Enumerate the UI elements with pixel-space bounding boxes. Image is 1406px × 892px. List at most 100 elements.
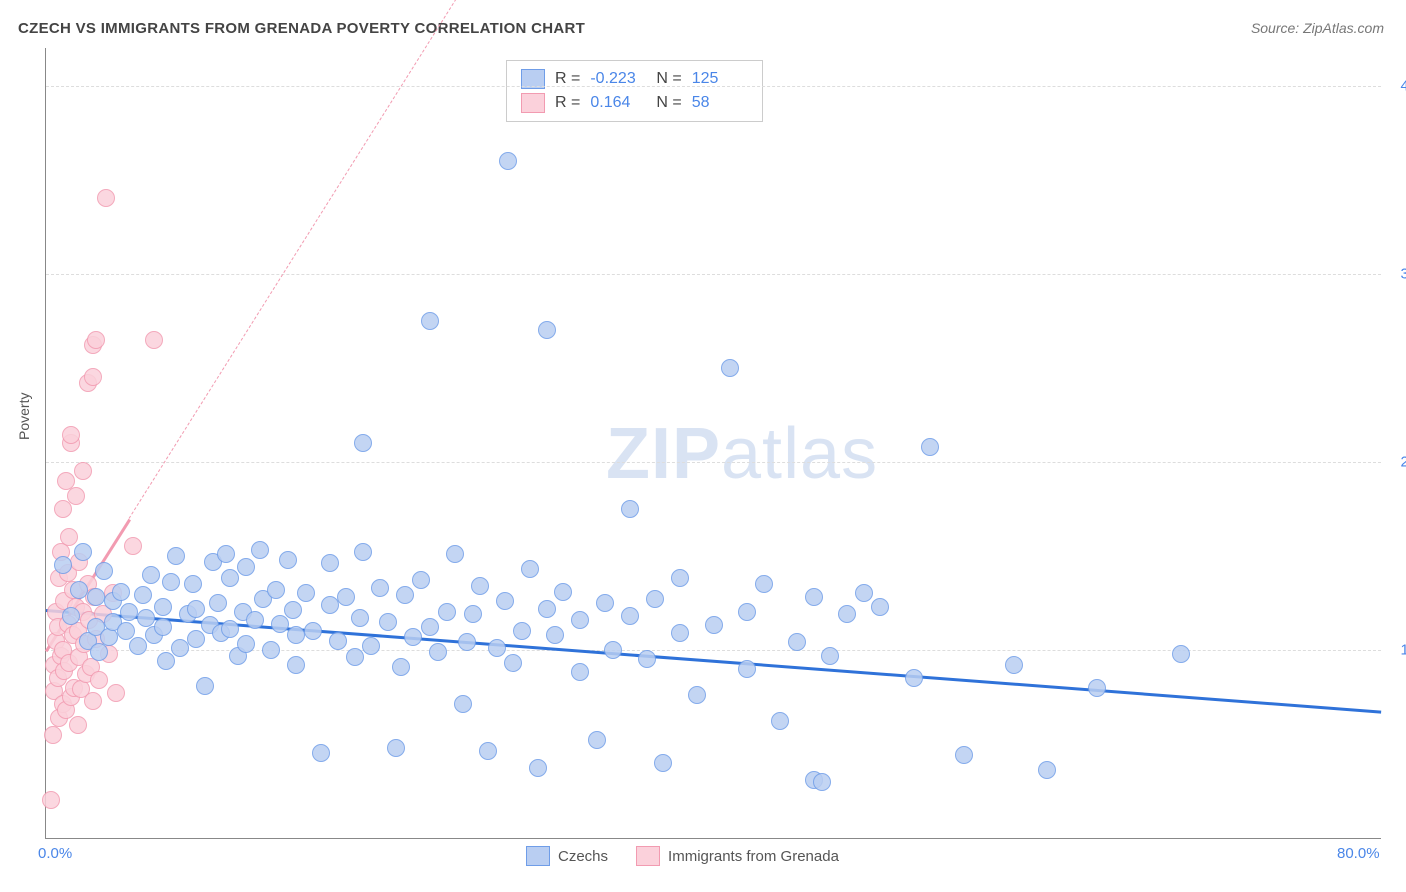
data-point bbox=[221, 569, 239, 587]
data-point bbox=[90, 643, 108, 661]
data-point bbox=[429, 643, 447, 661]
data-point bbox=[654, 754, 672, 772]
data-point bbox=[621, 607, 639, 625]
data-point bbox=[621, 500, 639, 518]
data-point bbox=[107, 684, 125, 702]
data-point bbox=[412, 571, 430, 589]
data-point bbox=[154, 618, 172, 636]
data-point bbox=[62, 607, 80, 625]
x-tick-label: 80.0% bbox=[1337, 845, 1380, 862]
data-point bbox=[479, 742, 497, 760]
data-point bbox=[496, 592, 514, 610]
stat-n-value: 58 bbox=[692, 94, 748, 112]
data-point bbox=[221, 620, 239, 638]
legend-label: Immigrants from Grenada bbox=[668, 848, 839, 865]
data-point bbox=[871, 598, 889, 616]
data-point bbox=[304, 622, 322, 640]
stat-r-label: R = bbox=[555, 94, 580, 112]
data-point bbox=[321, 596, 339, 614]
data-point bbox=[771, 712, 789, 730]
data-point bbox=[84, 368, 102, 386]
data-point bbox=[67, 487, 85, 505]
data-point bbox=[721, 359, 739, 377]
legend-label: Czechs bbox=[558, 848, 608, 865]
y-tick-label: 30.0% bbox=[1400, 265, 1406, 282]
legend-swatch bbox=[526, 846, 550, 866]
data-point bbox=[646, 590, 664, 608]
data-point bbox=[454, 695, 472, 713]
data-point bbox=[379, 613, 397, 631]
data-point bbox=[251, 541, 269, 559]
data-point bbox=[262, 641, 280, 659]
data-point bbox=[142, 566, 160, 584]
data-point bbox=[387, 739, 405, 757]
data-point bbox=[237, 558, 255, 576]
data-point bbox=[134, 586, 152, 604]
data-point bbox=[538, 600, 556, 618]
data-point bbox=[1172, 645, 1190, 663]
data-point bbox=[54, 500, 72, 518]
data-point bbox=[354, 543, 372, 561]
data-point bbox=[351, 609, 369, 627]
data-point bbox=[284, 601, 302, 619]
stats-row: R =0.164N =58 bbox=[521, 91, 748, 115]
trend-line bbox=[129, 0, 497, 519]
data-point bbox=[129, 637, 147, 655]
data-point bbox=[755, 575, 773, 593]
data-point bbox=[513, 622, 531, 640]
data-point bbox=[546, 626, 564, 644]
data-point bbox=[171, 639, 189, 657]
data-point bbox=[421, 312, 439, 330]
data-point bbox=[209, 594, 227, 612]
data-point bbox=[638, 650, 656, 668]
data-point bbox=[196, 677, 214, 695]
data-point bbox=[371, 579, 389, 597]
data-point bbox=[521, 560, 539, 578]
y-tick-label: 20.0% bbox=[1400, 453, 1406, 470]
data-point bbox=[95, 562, 113, 580]
data-point bbox=[271, 615, 289, 633]
data-point bbox=[137, 609, 155, 627]
data-point bbox=[671, 624, 689, 642]
data-point bbox=[671, 569, 689, 587]
data-point bbox=[458, 633, 476, 651]
data-point bbox=[1088, 679, 1106, 697]
legend-item: Czechs bbox=[526, 846, 608, 866]
data-point bbox=[529, 759, 547, 777]
data-point bbox=[157, 652, 175, 670]
data-point bbox=[1038, 761, 1056, 779]
data-point bbox=[60, 528, 78, 546]
data-point bbox=[279, 551, 297, 569]
data-point bbox=[217, 545, 235, 563]
data-point bbox=[184, 575, 202, 593]
data-point bbox=[187, 600, 205, 618]
y-tick-label: 10.0% bbox=[1400, 641, 1406, 658]
gridline bbox=[46, 274, 1381, 275]
legend-item: Immigrants from Grenada bbox=[636, 846, 839, 866]
data-point bbox=[354, 434, 372, 452]
data-point bbox=[321, 554, 339, 572]
data-point bbox=[62, 426, 80, 444]
correlation-stats-box: R =-0.223N =125R =0.164N =58 bbox=[506, 60, 763, 122]
data-point bbox=[42, 791, 60, 809]
data-point bbox=[246, 611, 264, 629]
data-point bbox=[464, 605, 482, 623]
data-point bbox=[120, 603, 138, 621]
stat-r-value: 0.164 bbox=[590, 94, 646, 112]
data-point bbox=[738, 660, 756, 678]
data-point bbox=[87, 331, 105, 349]
data-point bbox=[404, 628, 422, 646]
data-point bbox=[499, 152, 517, 170]
gridline bbox=[46, 462, 1381, 463]
data-point bbox=[588, 731, 606, 749]
data-point bbox=[90, 671, 108, 689]
data-point bbox=[187, 630, 205, 648]
data-point bbox=[705, 616, 723, 634]
data-point bbox=[1005, 656, 1023, 674]
data-point bbox=[596, 594, 614, 612]
data-point bbox=[788, 633, 806, 651]
data-point bbox=[329, 632, 347, 650]
data-point bbox=[488, 639, 506, 657]
data-point bbox=[70, 581, 88, 599]
data-point bbox=[805, 588, 823, 606]
